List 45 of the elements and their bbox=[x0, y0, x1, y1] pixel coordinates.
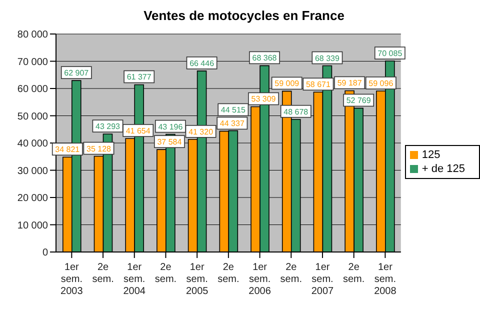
x-tick-label: 1er sem. 2004 bbox=[123, 262, 146, 297]
data-label: 34 821 bbox=[55, 145, 80, 154]
data-label: 53 309 bbox=[251, 94, 276, 104]
y-tick-label: 50 000 bbox=[17, 111, 48, 122]
data-label: 58 671 bbox=[306, 80, 331, 90]
legend-label: + de 125 bbox=[422, 163, 465, 175]
data-label: 48 678 bbox=[284, 107, 309, 116]
x-tick-label: 1er sem. 2008 bbox=[374, 262, 397, 297]
y-tick-label: 60 000 bbox=[17, 84, 48, 96]
y-tick-label: 20 000 bbox=[17, 193, 48, 204]
y-tick-label: 80 000 bbox=[17, 30, 48, 41]
x-tick-label: 1er sem. 2007 bbox=[311, 262, 334, 297]
data-label: 61 377 bbox=[126, 72, 152, 82]
data-label: 70 085 bbox=[378, 49, 403, 58]
data-label: 62 907 bbox=[64, 68, 90, 78]
y-tick-label: 0 bbox=[42, 248, 48, 259]
y-tick-label: 30 000 bbox=[17, 166, 48, 177]
y-tick-label: 70 000 bbox=[17, 56, 48, 68]
data-label: 43 293 bbox=[96, 122, 121, 132]
data-label: 44 515 bbox=[220, 106, 246, 115]
data-label: 66 446 bbox=[190, 58, 215, 68]
y-tick-label: 40 000 bbox=[17, 138, 48, 150]
y-tick-label: 10 000 bbox=[17, 220, 48, 232]
legend-label: 125 bbox=[422, 149, 440, 161]
x-tick-label: 1er sem. 2003 bbox=[60, 262, 84, 297]
x-tick-label: 1er sem. 2005 bbox=[186, 262, 209, 297]
x-tick-label: 2e sem. bbox=[218, 262, 240, 285]
data-label: 44 337 bbox=[220, 119, 245, 128]
data-label: 37 584 bbox=[157, 138, 182, 147]
data-label: 35 128 bbox=[86, 144, 112, 154]
data-label: 68 339 bbox=[314, 54, 340, 63]
x-tick-label: 1er sem. 2006 bbox=[248, 262, 272, 297]
data-label: 43 196 bbox=[158, 122, 184, 132]
chart-title: Ventes de motocycles en France bbox=[142, 8, 346, 25]
x-tick-label: 2e sem. bbox=[92, 262, 114, 285]
data-label: 59 009 bbox=[274, 79, 300, 88]
data-label: 41 320 bbox=[188, 127, 214, 136]
data-label: 41 654 bbox=[126, 126, 151, 136]
data-label: 68 368 bbox=[252, 54, 278, 63]
x-tick-label: 2e sem. bbox=[280, 262, 302, 285]
data-label: 59 096 bbox=[368, 78, 394, 88]
data-label: 59 187 bbox=[337, 78, 362, 88]
x-tick-label: 2e sem. bbox=[343, 262, 365, 285]
x-tick-label: 2e sem. bbox=[154, 262, 177, 285]
data-label: 52 769 bbox=[346, 96, 372, 106]
